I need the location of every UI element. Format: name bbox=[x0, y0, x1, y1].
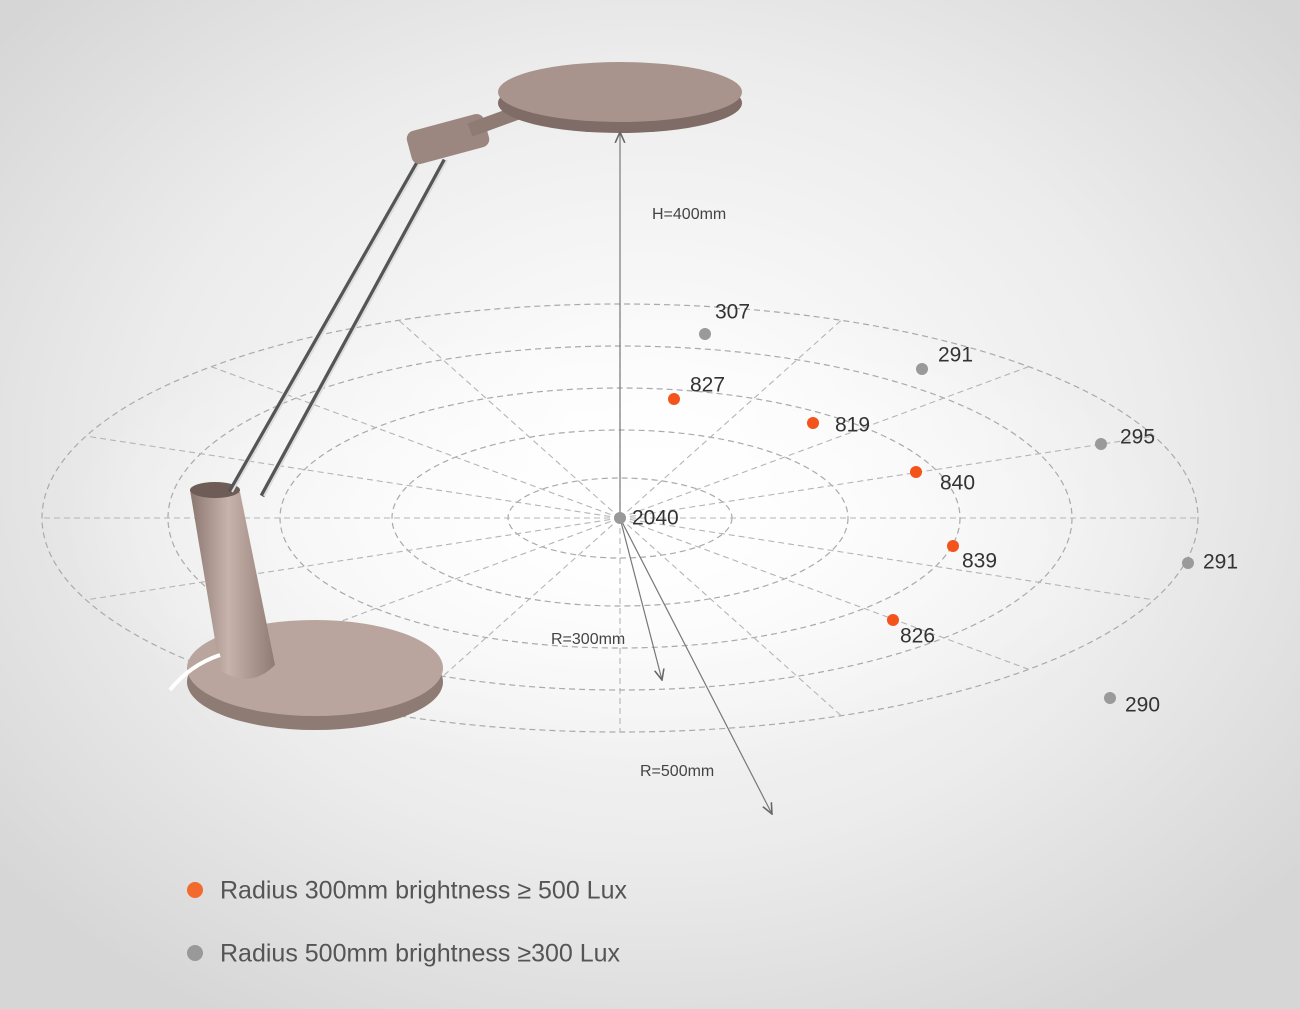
point-value: 827 bbox=[690, 374, 725, 397]
point-value: 291 bbox=[938, 344, 973, 367]
spoke bbox=[85, 517, 621, 601]
point-value: 839 bbox=[962, 550, 997, 573]
radius-label: R=500mm bbox=[640, 763, 714, 780]
point-value: 826 bbox=[900, 625, 935, 648]
measure-point bbox=[947, 540, 959, 552]
center-value: 2040 bbox=[632, 507, 679, 530]
measure-point bbox=[699, 328, 711, 340]
point-value: 307 bbox=[715, 301, 750, 324]
legend-label: Radius 500mm brightness ≥300 Lux bbox=[220, 940, 621, 968]
spoke bbox=[619, 435, 1155, 519]
measure-point bbox=[1182, 557, 1194, 569]
legend-dot bbox=[187, 882, 203, 898]
measure-point bbox=[668, 393, 680, 405]
spoke bbox=[619, 366, 1029, 519]
point-value: 290 bbox=[1125, 694, 1160, 717]
points: 827 819 840 839 826 307 291 295 291 290 bbox=[668, 301, 1238, 717]
point-value: 819 bbox=[835, 414, 870, 437]
point-value: 840 bbox=[940, 472, 975, 495]
spoke bbox=[619, 517, 1155, 601]
measure-point bbox=[1095, 438, 1107, 450]
height-label: H=400mm bbox=[652, 206, 726, 223]
point-value: 291 bbox=[1203, 551, 1238, 574]
spoke bbox=[211, 366, 621, 519]
radius-arrow bbox=[619, 517, 662, 680]
spoke bbox=[85, 435, 621, 519]
radius-arrow bbox=[619, 517, 772, 814]
legend-dot bbox=[187, 945, 203, 961]
center-point bbox=[614, 512, 626, 524]
point-value: 295 bbox=[1120, 426, 1155, 449]
spoke bbox=[619, 517, 1029, 670]
measure-point bbox=[910, 466, 922, 478]
measure-point bbox=[887, 614, 899, 626]
measure-point bbox=[1104, 692, 1116, 704]
legend-label: Radius 300mm brightness ≥ 500 Lux bbox=[220, 877, 627, 905]
measure-point bbox=[807, 417, 819, 429]
radius-label: R=300mm bbox=[551, 631, 625, 648]
lamp bbox=[168, 62, 742, 730]
measure-point bbox=[916, 363, 928, 375]
